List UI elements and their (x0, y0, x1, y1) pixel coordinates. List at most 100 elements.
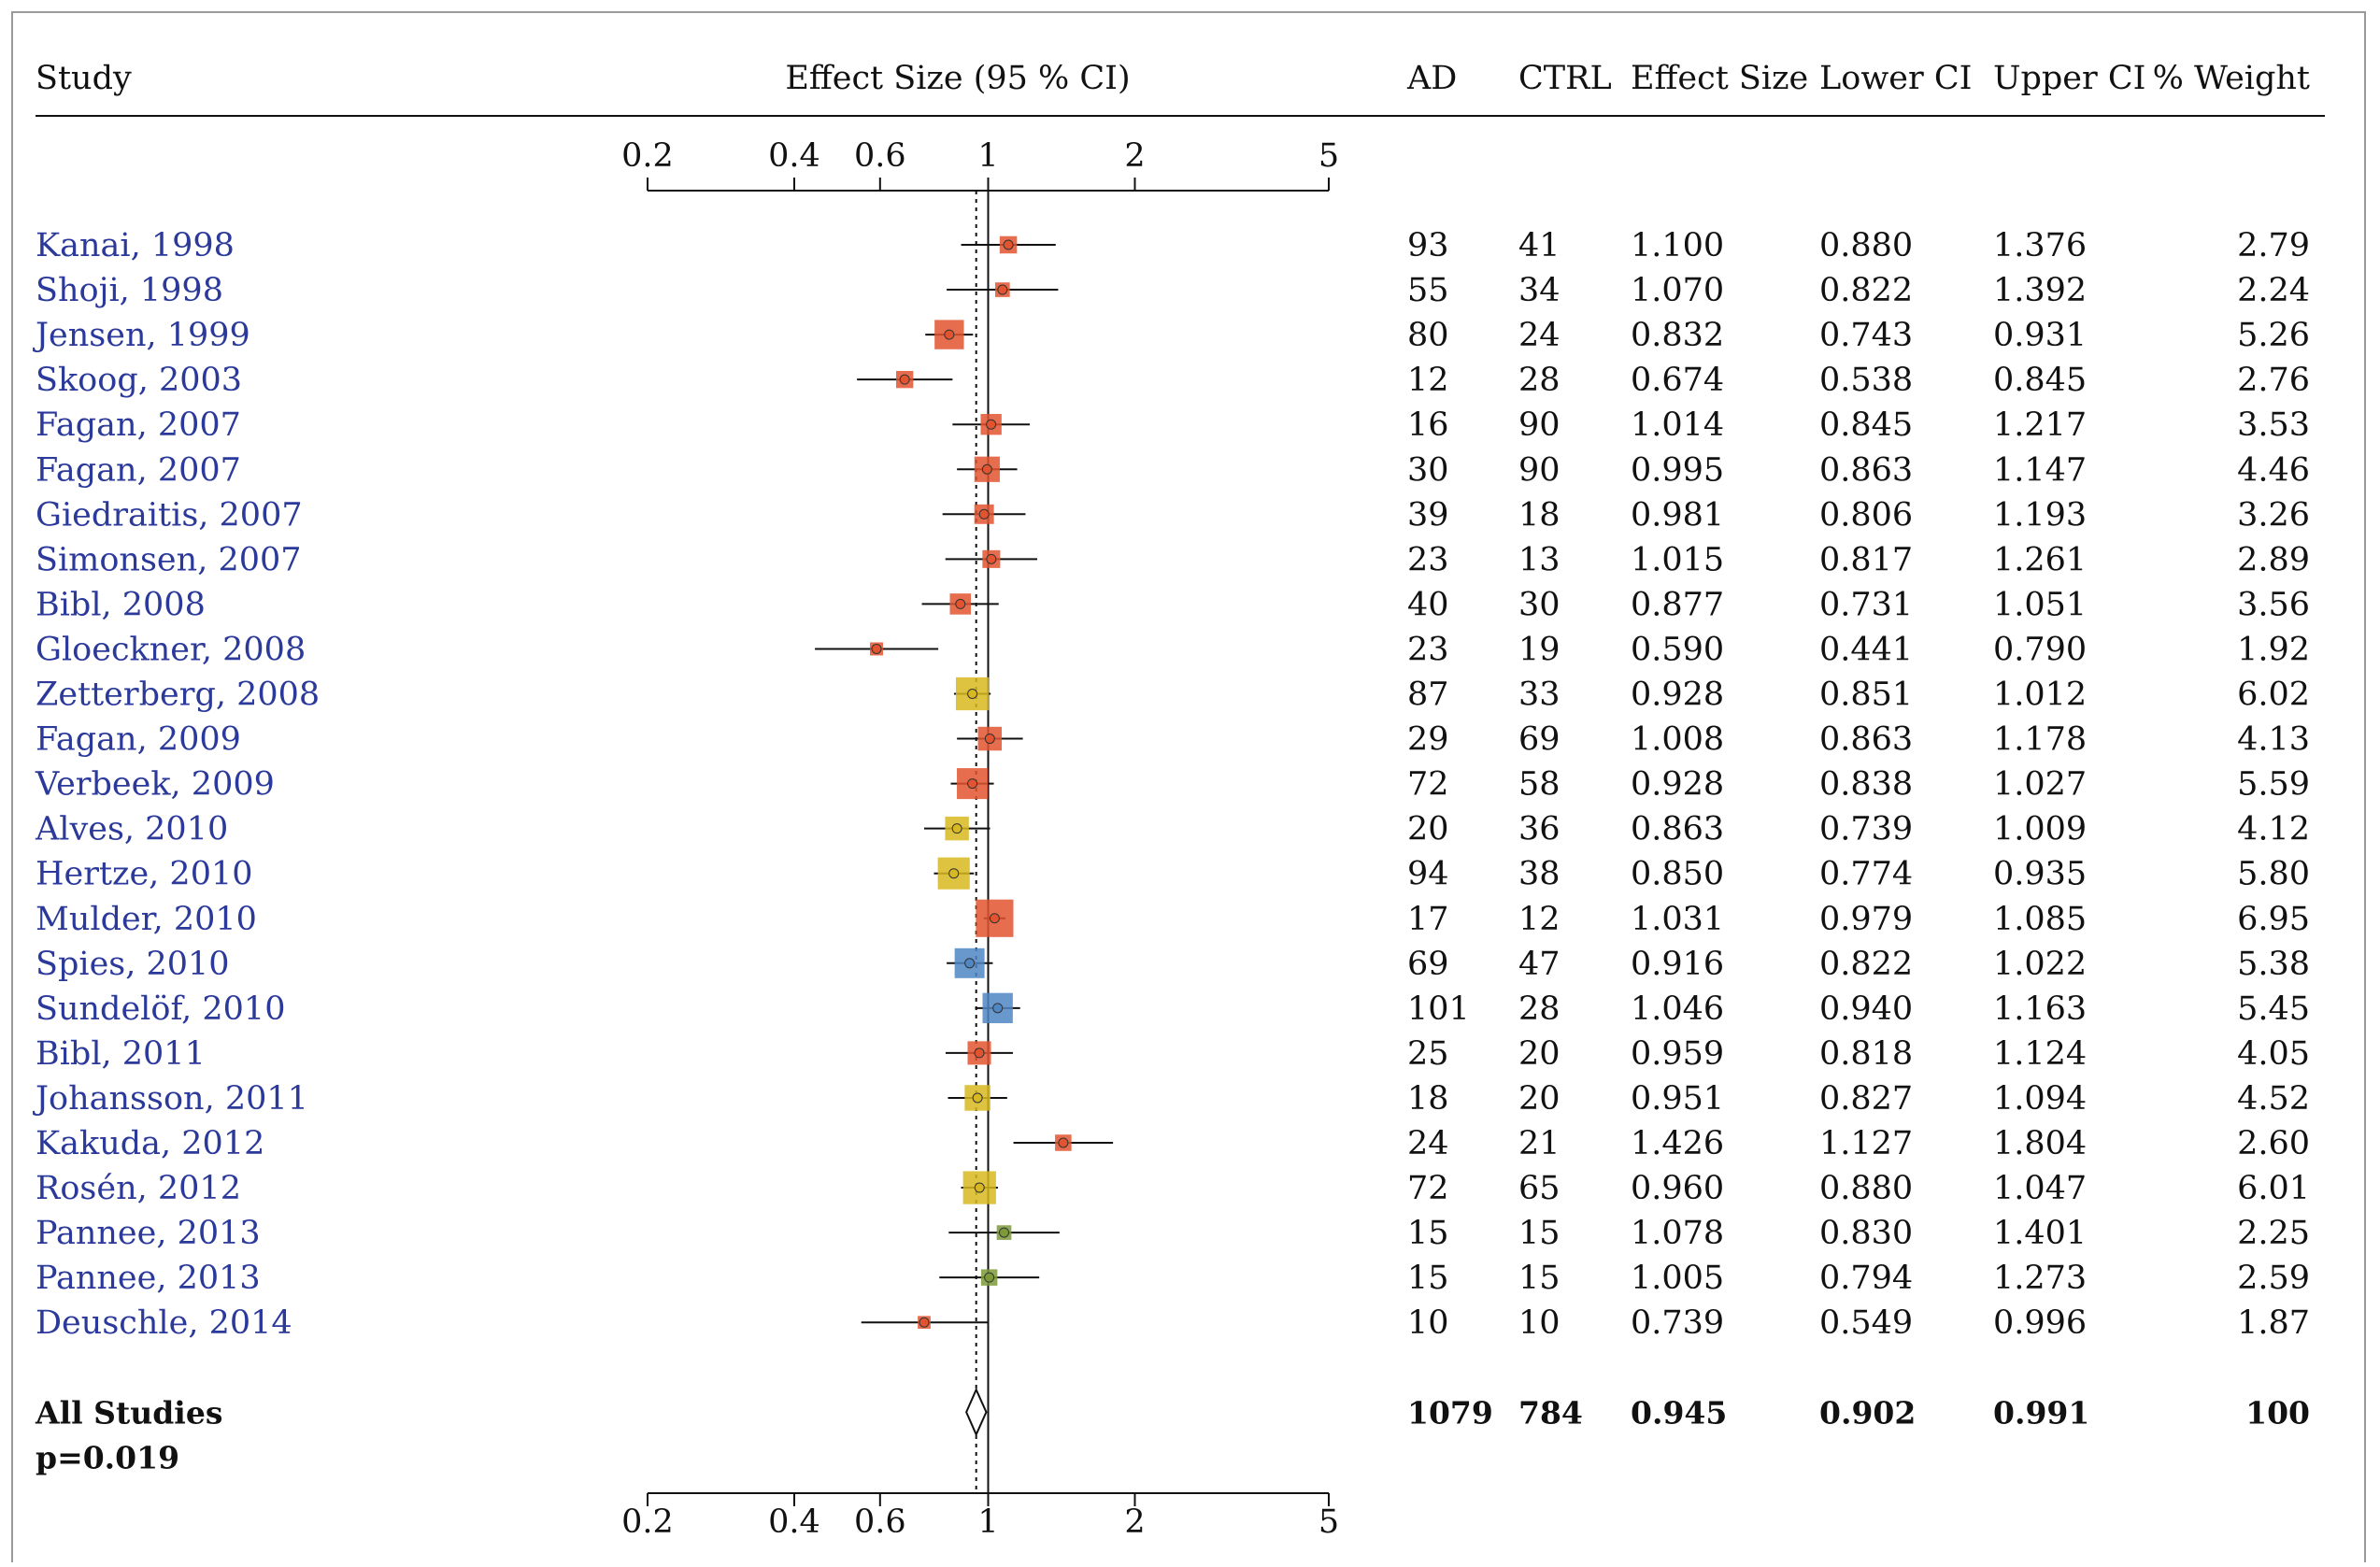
study-label: Pannee, 2013 (36, 1260, 261, 1297)
upper-ci-value: 0.935 (1993, 856, 2087, 893)
ctrl-count: 10 (1518, 1304, 1561, 1342)
x-tick-label-top: 2 (1124, 137, 1145, 175)
weight-value: 5.45 (2237, 990, 2310, 1028)
lower-ci-value: 1.127 (1819, 1125, 1913, 1162)
ctrl-count: 15 (1518, 1215, 1561, 1252)
ad-count: 29 (1407, 721, 1449, 759)
point-estimate (967, 689, 978, 699)
point-estimate (984, 734, 995, 745)
ad-count: 55 (1407, 272, 1449, 309)
weight-value: 5.80 (2237, 856, 2310, 893)
x-tick-label-bottom: 0.6 (854, 1503, 906, 1541)
lower-ci-value: 0.880 (1819, 227, 1913, 264)
study-label: Bibl, 2011 (36, 1035, 206, 1073)
point-estimate (948, 868, 960, 879)
x-tick-label-top: 0.6 (854, 137, 906, 175)
effect-size-value: 0.850 (1631, 856, 1724, 893)
weight-value: 2.59 (2237, 1260, 2310, 1297)
lower-ci-value: 0.739 (1819, 811, 1913, 848)
ad-count: 94 (1407, 856, 1449, 893)
lower-ci-value: 0.806 (1819, 496, 1913, 534)
x-tick-label-top: 0.4 (768, 137, 820, 175)
weight-value: 2.25 (2237, 1215, 2310, 1252)
ad-count: 23 (1407, 541, 1449, 578)
effect-size-value: 0.877 (1631, 586, 1724, 623)
ctrl-count: 58 (1518, 766, 1561, 804)
ctrl-count: 65 (1518, 1170, 1561, 1207)
effect-size-value: 0.590 (1631, 631, 1724, 668)
lower-ci-value: 0.830 (1819, 1215, 1913, 1252)
lower-ci-value: 0.441 (1819, 631, 1913, 668)
lower-ci-value: 0.538 (1819, 362, 1913, 399)
x-tick-label-top: 0.2 (621, 137, 674, 175)
lower-ci-value: 0.827 (1819, 1080, 1913, 1118)
weight-value: 6.02 (2237, 677, 2310, 714)
study-label: Pannee, 2013 (36, 1215, 261, 1252)
ad-count: 15 (1407, 1260, 1449, 1297)
header-ad: AD (1406, 60, 1457, 97)
weight-value: 3.56 (2237, 586, 2310, 623)
effect-size-value: 1.046 (1631, 990, 1724, 1028)
study-label: Mulder, 2010 (36, 901, 257, 938)
upper-ci-value: 1.085 (1993, 901, 2087, 938)
x-tick-label-bottom: 5 (1318, 1503, 1339, 1541)
study-label: Fagan, 2007 (36, 451, 241, 489)
point-estimate (1058, 1137, 1069, 1148)
study-label: Deuschle, 2014 (36, 1304, 292, 1342)
weight-value: 5.59 (2237, 766, 2310, 804)
ctrl-count: 90 (1518, 451, 1561, 489)
summary-effect-size: 0.945 (1631, 1394, 1727, 1431)
effect-size-value: 1.031 (1631, 901, 1724, 938)
effect-size-value: 1.005 (1631, 1260, 1724, 1297)
point-estimate (974, 1182, 985, 1193)
weight-value: 2.24 (2237, 272, 2310, 309)
lower-ci-value: 0.863 (1819, 721, 1913, 759)
effect-size-value: 1.008 (1631, 721, 1724, 759)
weight-value: 1.92 (2237, 631, 2310, 668)
effect-size-value: 1.014 (1631, 406, 1724, 444)
weight-value: 2.60 (2237, 1125, 2310, 1162)
study-label: Simonsen, 2007 (36, 541, 302, 578)
study-label: Bibl, 2008 (36, 586, 206, 623)
upper-ci-value: 1.051 (1993, 586, 2087, 623)
effect-size-value: 0.951 (1631, 1080, 1724, 1118)
ad-count: 72 (1407, 1170, 1449, 1207)
ctrl-count: 21 (1518, 1125, 1561, 1162)
study-label: Fagan, 2009 (36, 721, 241, 759)
upper-ci-value: 0.996 (1993, 1304, 2087, 1342)
upper-ci-value: 1.261 (1993, 541, 2087, 578)
weight-value: 5.26 (2237, 317, 2310, 354)
header-weight: % Weight (2153, 60, 2310, 97)
point-estimate (1003, 239, 1014, 250)
summary-ctrl: 784 (1518, 1394, 1583, 1431)
lower-ci-value: 0.863 (1819, 451, 1913, 489)
weight-value: 1.87 (2237, 1304, 2310, 1342)
upper-ci-value: 1.273 (1993, 1260, 2087, 1297)
weight-value: 4.12 (2237, 811, 2310, 848)
study-label: Johansson, 2011 (33, 1080, 308, 1118)
point-estimate (997, 284, 1008, 295)
ad-count: 16 (1407, 406, 1449, 444)
upper-ci-value: 1.147 (1993, 451, 2087, 489)
header-lower-ci: Lower CI (1819, 60, 1972, 97)
point-estimate (951, 823, 962, 834)
effect-size-value: 0.916 (1631, 946, 1724, 983)
ctrl-count: 28 (1518, 362, 1561, 399)
ctrl-count: 20 (1518, 1080, 1561, 1118)
upper-ci-value: 1.009 (1993, 811, 2087, 848)
upper-ci-value: 1.027 (1993, 766, 2087, 804)
ctrl-count: 12 (1518, 901, 1561, 938)
point-estimate (989, 913, 1000, 924)
ctrl-count: 19 (1518, 631, 1561, 668)
study-label: Verbeek, 2009 (35, 766, 275, 804)
point-estimate (972, 1092, 983, 1104)
x-tick-label-bottom: 2 (1124, 1503, 1145, 1541)
weight-value: 3.53 (2237, 406, 2310, 444)
lower-ci-value: 0.794 (1819, 1260, 1913, 1297)
ad-count: 69 (1407, 946, 1449, 983)
lower-ci-value: 0.851 (1819, 677, 1913, 714)
point-estimate (978, 508, 990, 520)
study-label: Rosén, 2012 (36, 1170, 241, 1207)
ad-count: 39 (1407, 496, 1449, 534)
